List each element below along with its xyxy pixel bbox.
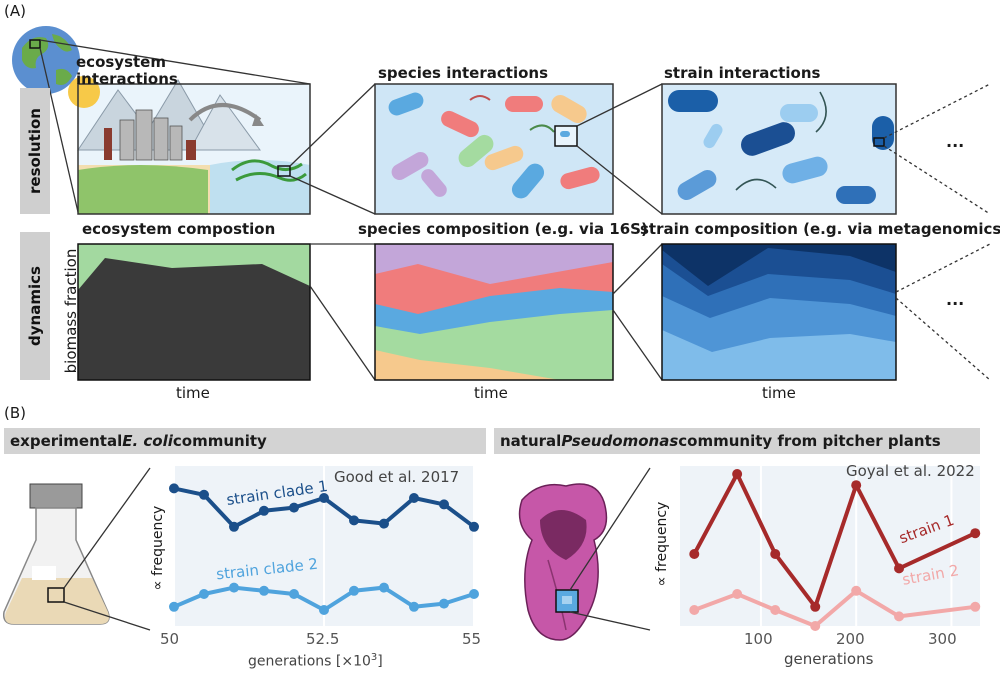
pseudomonas-series-1-point: [689, 549, 700, 559]
ecoli-x-axis-label: generations [×103]: [248, 652, 383, 670]
ecoli-series-1-point: [169, 483, 179, 494]
pseudomonas-series-1-point: [894, 563, 905, 574]
pseudomonas-series-2-point: [770, 605, 781, 615]
pseudomonas-tick-200: 200: [836, 630, 865, 648]
ecoli-series-1-point: [469, 521, 479, 532]
panel-b-letter: (B): [4, 404, 26, 422]
pseudomonas-plot-background: [680, 466, 980, 626]
globe-icon: [12, 26, 80, 94]
ecoli-series-1-point: [379, 518, 389, 529]
species-interactions-title: species interactions: [378, 64, 548, 82]
pseudomonas-series-1-point: [770, 549, 781, 559]
ecoli-series-2-point: [409, 601, 419, 612]
ecoli-series-1-point: [289, 502, 299, 513]
ecoli-series-2-point: [379, 582, 389, 593]
time-label-ecosystem: time: [176, 384, 210, 402]
ecosystem-interactions-title: ecosystem interactions: [76, 53, 178, 88]
time-label-species: time: [474, 384, 508, 402]
citation-goyal-2022: Goyal et al. 2022: [846, 462, 975, 480]
pseudomonas-series-2-point: [970, 601, 981, 612]
ecoli-series-2-point: [169, 601, 179, 612]
species-composition-title: species composition (e.g. via 16S): [358, 220, 648, 238]
pseudomonas-series-2-point: [810, 621, 821, 631]
ecoli-series-1-point: [229, 521, 239, 532]
citation-good-2017: Good et al. 2017: [334, 468, 460, 486]
pseudomonas-series-2-point: [851, 585, 862, 596]
time-label-strain: time: [762, 384, 796, 402]
ecoli-series-2-point: [199, 589, 209, 599]
species-illustration: [375, 84, 613, 214]
ecoli-tick-50: 50: [160, 630, 180, 648]
strain-interactions-title: strain interactions: [664, 64, 821, 82]
ellipsis-top: ...: [946, 132, 965, 151]
ecoli-community-title: experimental E. coli community: [4, 428, 486, 454]
panel-a-letter: (A): [4, 2, 26, 20]
ecoli-series-1-point: [439, 499, 449, 510]
strain-illustration: [662, 84, 896, 214]
row-label-resolution: resolution: [20, 88, 50, 214]
pseudomonas-tick-300: 300: [928, 630, 957, 648]
strain-composition-title: strain composition (e.g. via metagenomic…: [640, 220, 1000, 238]
ecoli-series-2-point: [439, 598, 449, 609]
ecoli-tick-55: 55: [462, 630, 482, 648]
pseudomonas-series-1-point: [732, 469, 743, 479]
pseudomonas-tick-100: 100: [744, 630, 773, 648]
ecoli-series-1-point: [349, 515, 359, 526]
pseudomonas-series-2-point: [732, 589, 743, 599]
pseudomonas-series-1-point: [851, 480, 862, 491]
ecoli-series-1-point: [319, 493, 329, 503]
species-composition-chart: [374, 243, 614, 381]
ecoli-series-2-point: [229, 582, 239, 593]
ecosystem-composition-chart: [77, 243, 311, 381]
ellipsis-bottom: ...: [946, 290, 965, 309]
pseudomonas-community-title: natural Pseudomonas community from pitch…: [494, 428, 980, 454]
flask-icon: [2, 483, 110, 625]
pseudomonas-series-2-point: [894, 611, 905, 622]
ecosystem-composition-title: ecosystem compostion: [82, 220, 276, 238]
pseudomonas-x-axis-label: generations: [784, 650, 874, 668]
ecoli-series-1-point: [199, 489, 209, 500]
pseudomonas-series-2-point: [689, 605, 700, 615]
ecoli-series-2-point: [289, 589, 299, 599]
pseudomonas-series-1-point: [810, 601, 821, 612]
ecoli-series-2-point: [349, 585, 359, 596]
pitcher-plant-icon: [518, 483, 608, 641]
ecoli-series-1-point: [259, 505, 269, 516]
ecoli-series-1-point: [409, 493, 419, 503]
row-label-dynamics: dynamics: [20, 232, 50, 380]
strain-composition-chart: [661, 243, 897, 381]
pseudomonas-series-1-point: [970, 528, 981, 539]
ecoli-tick-52-5: 52.5: [306, 630, 340, 648]
ecosystem-illustration: [68, 76, 310, 214]
pseudomonas-y-axis-label: ∝ frequency: [654, 501, 670, 587]
ecoli-series-2-point: [469, 589, 479, 599]
ecoli-series-2-point: [259, 585, 269, 596]
ecoli-series-2-point: [319, 605, 329, 615]
